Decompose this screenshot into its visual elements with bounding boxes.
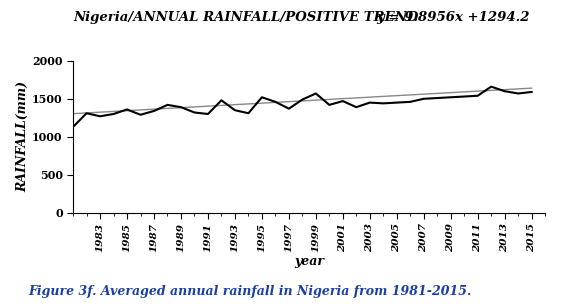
- Text: Nigeria/ANNUAL RAINFALL/POSITIVE TREND: Nigeria/ANNUAL RAINFALL/POSITIVE TREND: [73, 11, 419, 24]
- Text: y = 9.8956x +1294.2: y = 9.8956x +1294.2: [377, 11, 530, 24]
- Y-axis label: RAINFALL(mm): RAINFALL(mm): [16, 81, 29, 192]
- Text: Figure 3f. Averaged annual rainfall in Nigeria from 1981-2015.: Figure 3f. Averaged annual rainfall in N…: [28, 285, 472, 298]
- X-axis label: year: year: [294, 255, 324, 268]
